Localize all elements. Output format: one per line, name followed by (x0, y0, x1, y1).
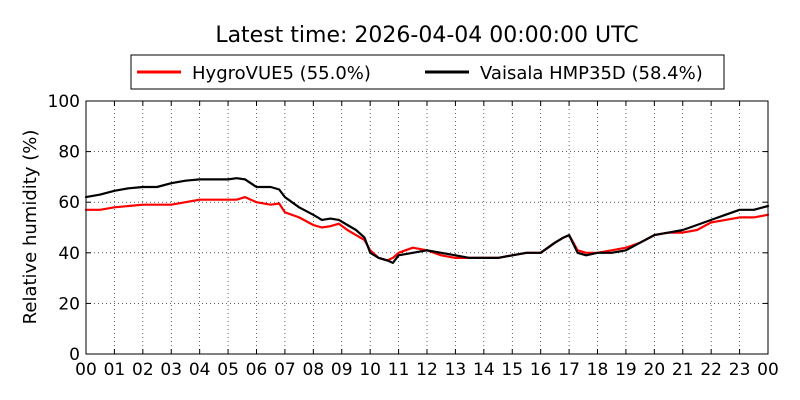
plot-area-frame (85, 100, 769, 355)
x-tick-label: 00 (757, 360, 779, 380)
grid (86, 101, 768, 354)
x-tick-label: 23 (729, 360, 751, 380)
x-tick-label: 18 (587, 360, 609, 380)
y-axis-label: Relative humidity (%) (20, 130, 41, 325)
x-tick-label: 11 (388, 360, 410, 380)
x-tick-label: 10 (359, 360, 381, 380)
y-tick-label: 0 (69, 345, 80, 365)
x-tick-label: 14 (473, 360, 495, 380)
x-tick-label: 01 (104, 360, 126, 380)
y-tick-label: 100 (48, 92, 80, 112)
x-tick-label: 19 (615, 360, 637, 380)
x-tick-label: 00 (75, 360, 97, 380)
legend: HygroVUE5 (55.0%) Vaisala HMP35D (58.4%) (130, 54, 725, 90)
x-tick-label: 05 (217, 360, 239, 380)
y-tick-label: 80 (58, 143, 80, 163)
legend-label-vaisala: Vaisala HMP35D (58.4%) (480, 63, 703, 84)
series-group (84, 177, 770, 264)
x-tick-label: 08 (303, 360, 325, 380)
x-tick-label: 02 (132, 360, 154, 380)
x-tick-label: 06 (246, 360, 268, 380)
x-tick-label: 13 (445, 360, 467, 380)
x-tick-label: 07 (274, 360, 296, 380)
chart-title: Latest time: 2026-04-04 00:00:00 UTC (215, 23, 638, 48)
x-tick-label: 20 (644, 360, 666, 380)
x-tick-label: 17 (558, 360, 580, 380)
legend-label-hygrovue: HygroVUE5 (55.0%) (192, 63, 371, 84)
x-tick-label: 04 (189, 360, 211, 380)
series-line-vaisala-hmp35d (84, 177, 770, 264)
y-tick-label: 20 (58, 294, 80, 314)
y-tick-label: 60 (58, 193, 80, 213)
x-tick-label: 21 (672, 360, 694, 380)
x-tick-label: 12 (416, 360, 438, 380)
y-tick-label: 40 (58, 244, 80, 264)
x-tick-label: 03 (160, 360, 182, 380)
x-tick-label: 09 (331, 360, 353, 380)
series-line-hygrovue5 (84, 196, 770, 262)
axis-ticks: 00 01 02 03 04 05 06 07 08 09 10 11 12 13 14 15 16 17 18 19… (48, 92, 779, 380)
x-tick-label: 22 (700, 360, 722, 380)
x-tick-label: 15 (501, 360, 523, 380)
x-tick-label: 16 (530, 360, 552, 380)
